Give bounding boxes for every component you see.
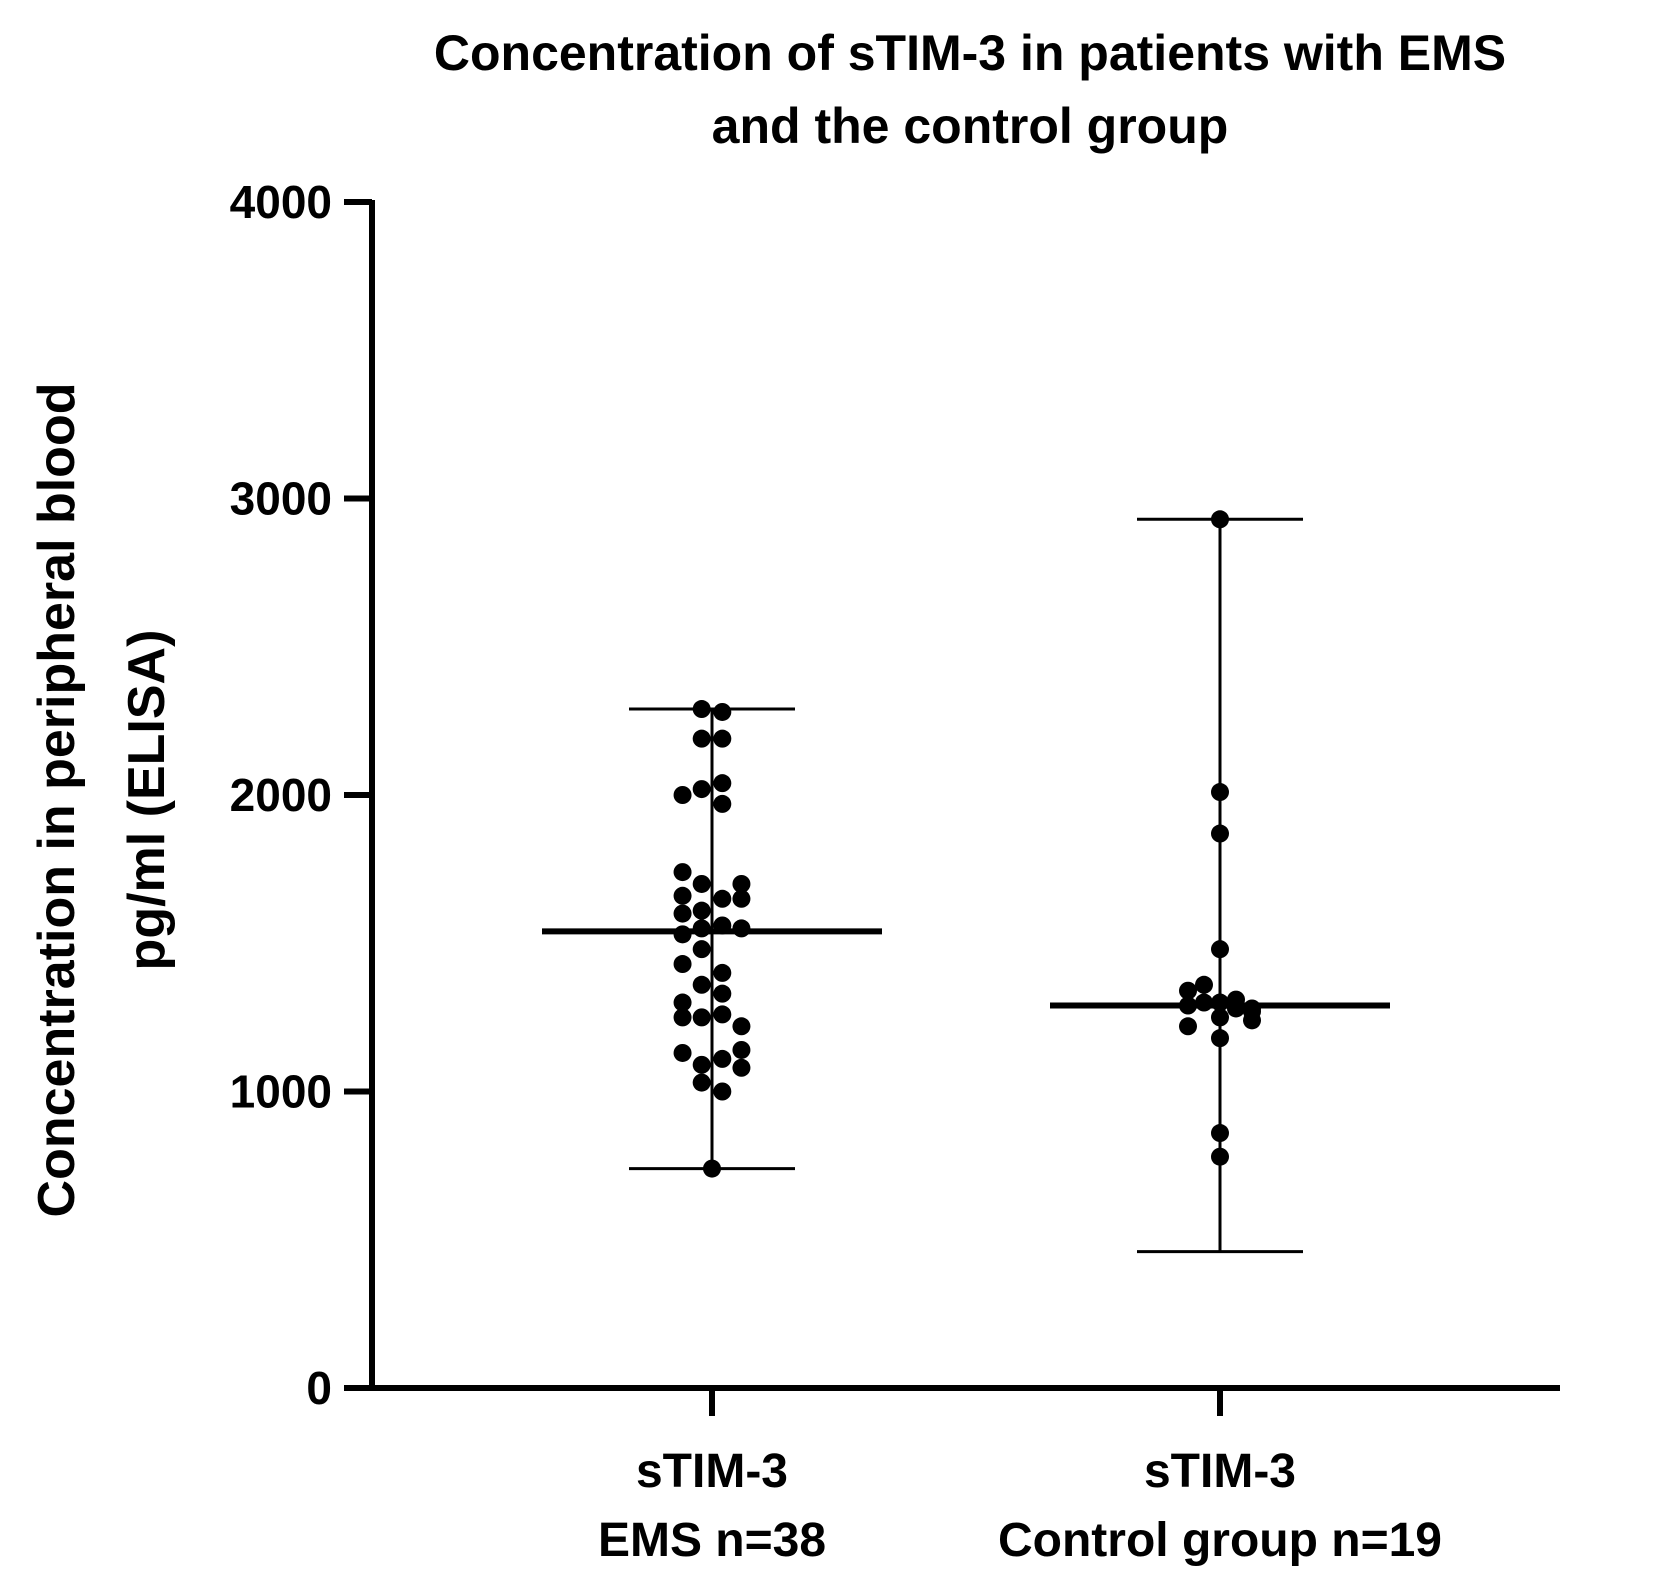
data-point [673, 886, 692, 905]
data-point [713, 984, 732, 1003]
chart-title-line-1: Concentration of sTIM-3 in patients with… [434, 25, 1506, 81]
data-point [1211, 940, 1229, 959]
data-point [703, 1159, 721, 1178]
data-point [732, 1058, 751, 1077]
data-point [692, 729, 711, 748]
data-point [673, 1043, 692, 1062]
y-axis-label-line-1: Concentration in peripheral blood [28, 383, 86, 1218]
x-tick-label: sTIM-3 [1144, 1445, 1296, 1498]
axes: 0 1000 2000 3000 4000 sTIM-3 EMS n=38 sTIM-3 Con… [230, 176, 1560, 1567]
x-tick-label: sTIM-3 [636, 1445, 788, 1498]
data-point [1211, 510, 1229, 529]
x-tick-label: Control group n=19 [998, 1514, 1442, 1567]
data-point [1211, 783, 1229, 802]
y-tick-label: 3000 [230, 473, 332, 525]
data-point [1211, 824, 1229, 843]
data-point [1243, 1011, 1261, 1030]
data-point [692, 1055, 711, 1074]
data-point [692, 700, 711, 719]
data-point [713, 729, 732, 748]
data-point [692, 874, 711, 893]
data-point [732, 1017, 751, 1036]
data-point [713, 1049, 732, 1068]
data-point [692, 780, 711, 799]
data-point [1211, 1147, 1229, 1166]
data-point [732, 874, 751, 893]
data-point [673, 1008, 692, 1027]
data-point [713, 774, 732, 793]
data-point [673, 786, 692, 804]
data-point [1211, 1008, 1229, 1027]
data-point [713, 794, 732, 813]
data-point [692, 1073, 711, 1092]
data-point [732, 889, 751, 908]
data-point [713, 889, 732, 908]
x-tick-label: EMS n=38 [598, 1514, 826, 1567]
data-point [692, 975, 711, 994]
data-point [673, 863, 692, 882]
data-point [692, 940, 711, 959]
y-tick-label: 4000 [230, 176, 332, 228]
y-tick-label: 0 [306, 1362, 332, 1414]
data-point [673, 993, 692, 1012]
data-point [1195, 975, 1213, 994]
data-point [1211, 1124, 1229, 1143]
data-point [713, 1082, 732, 1101]
y-tick-label: 2000 [230, 769, 332, 821]
chart-title-line-2: and the control group [712, 98, 1229, 154]
data-point [713, 702, 732, 721]
data-point [732, 1040, 751, 1059]
data-point [713, 963, 732, 982]
data-point [1179, 981, 1197, 1000]
data-point [692, 1008, 711, 1027]
y-axis-label-line-2: pg/ml (ELISA) [118, 630, 176, 971]
data-point [673, 904, 692, 923]
data-point [1211, 1029, 1229, 1048]
data-point [692, 901, 711, 920]
data-point [713, 1005, 732, 1024]
data-marks [542, 510, 1390, 1254]
y-tick-label: 1000 [230, 1066, 332, 1118]
data-point [1179, 1017, 1197, 1036]
data-point [673, 955, 692, 974]
